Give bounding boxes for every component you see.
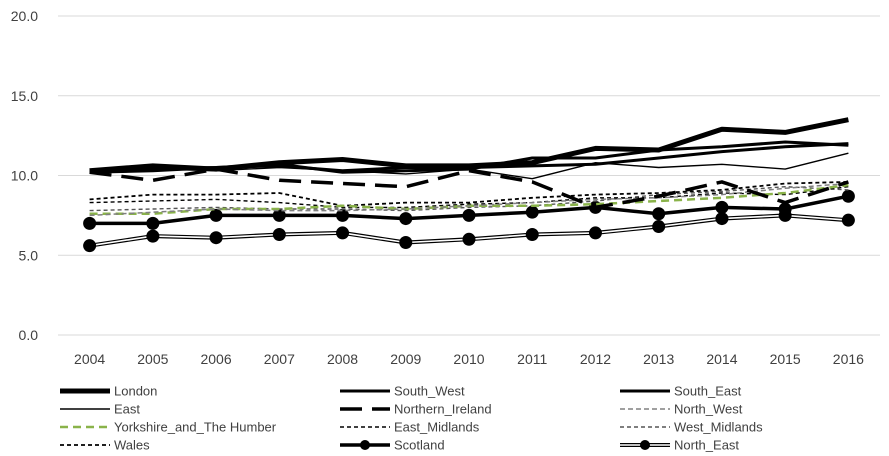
legend-marker: [640, 440, 650, 450]
legend-label: London: [114, 384, 157, 399]
data-point: [83, 239, 97, 253]
legend-label: Scotland: [394, 438, 445, 453]
y-tick-label: 0.0: [19, 327, 39, 343]
legend-item-south-east: South_East: [620, 384, 742, 399]
x-tick-label: 2007: [264, 351, 295, 367]
x-tick-label: 2004: [74, 351, 105, 367]
series-west-midlands: [89, 185, 849, 212]
data-point: [715, 212, 729, 226]
legend-label: Wales: [114, 438, 150, 453]
series-north-west: [89, 182, 849, 217]
series-east-midlands: [89, 186, 849, 209]
series-wales: [89, 181, 849, 207]
legend-label: North_West: [674, 402, 743, 417]
legend-label: East_Midlands: [394, 420, 480, 435]
series-london: [89, 117, 849, 174]
series-lines: [83, 117, 855, 253]
legend-label: East: [114, 402, 140, 417]
legend-item-northern-ireland: Northern_Ireland: [340, 402, 492, 417]
gridlines: [58, 15, 880, 336]
data-point: [525, 228, 539, 242]
data-point: [272, 208, 286, 222]
data-point: [209, 231, 223, 245]
legend-label: West_Midlands: [674, 420, 763, 435]
legend-label: Northern_Ireland: [394, 402, 492, 417]
legend-item-scotland: Scotland: [340, 438, 445, 453]
x-tick-label: 2006: [200, 351, 231, 367]
x-tick-label: 2011: [517, 351, 547, 367]
legend: London South_West South_East East Northern_I…: [60, 384, 763, 453]
x-axis-tick-labels: 2004 2005 2006 2007 2008 2009 2010 2011 2012 2013…: [74, 351, 864, 367]
legend-item-north-west: North_West: [620, 402, 743, 417]
y-tick-label: 20.0: [11, 8, 38, 24]
x-tick-label: 2010: [453, 351, 484, 367]
legend-item-north-east: North_East: [620, 438, 739, 453]
data-point: [652, 220, 666, 234]
y-tick-label: 15.0: [11, 88, 38, 104]
data-point: [525, 205, 539, 219]
y-axis-tick-labels: 0.0 5.0 10.0 15.0 20.0: [11, 8, 38, 343]
legend-item-east: East: [60, 402, 140, 417]
data-point: [272, 228, 286, 242]
y-tick-label: 5.0: [19, 247, 39, 263]
legend-item-south-west: South_West: [340, 384, 465, 399]
series-line: [89, 167, 849, 210]
x-tick-label: 2009: [390, 351, 421, 367]
x-tick-label: 2016: [833, 351, 864, 367]
x-tick-label: 2014: [706, 351, 737, 367]
data-point: [336, 208, 350, 222]
x-tick-label: 2012: [580, 351, 611, 367]
data-point: [841, 213, 855, 227]
data-point: [83, 216, 97, 230]
data-point: [778, 202, 792, 216]
data-point: [652, 207, 666, 221]
series-scotland: [83, 189, 855, 230]
data-point: [399, 235, 413, 249]
legend-item-east-midlands: East_Midlands: [340, 420, 480, 435]
series-line: [89, 182, 849, 217]
legend-label: South_East: [674, 384, 742, 399]
legend-marker: [360, 440, 370, 450]
series-line: [89, 117, 849, 174]
data-point: [336, 226, 350, 240]
data-point: [715, 200, 729, 214]
series-line: [89, 186, 849, 209]
legend-item-wales: Wales: [60, 438, 150, 453]
data-point: [841, 189, 855, 203]
data-point: [399, 212, 413, 226]
y-tick-label: 10.0: [11, 168, 38, 184]
series-northern-ireland: [89, 167, 849, 210]
x-tick-label: 2015: [770, 351, 801, 367]
legend-label: Yorkshire_and_The Humber: [114, 420, 277, 435]
data-point: [146, 229, 160, 243]
legend-label: South_West: [394, 384, 465, 399]
data-point: [462, 232, 476, 246]
data-point: [588, 226, 602, 240]
x-tick-label: 2013: [643, 351, 674, 367]
data-point: [146, 216, 160, 230]
series-line: [89, 181, 849, 207]
legend-item-yorkshire-and-the-humber: Yorkshire_and_The Humber: [60, 420, 277, 435]
data-point: [209, 208, 223, 222]
data-point: [462, 208, 476, 222]
x-tick-label: 2005: [137, 351, 168, 367]
legend-item-london: London: [60, 384, 157, 399]
series-north-east: [83, 208, 855, 253]
legend-label: North_East: [674, 438, 739, 453]
series-line: [89, 185, 849, 212]
x-tick-label: 2008: [327, 351, 358, 367]
legend-item-west-midlands: West_Midlands: [620, 420, 763, 435]
